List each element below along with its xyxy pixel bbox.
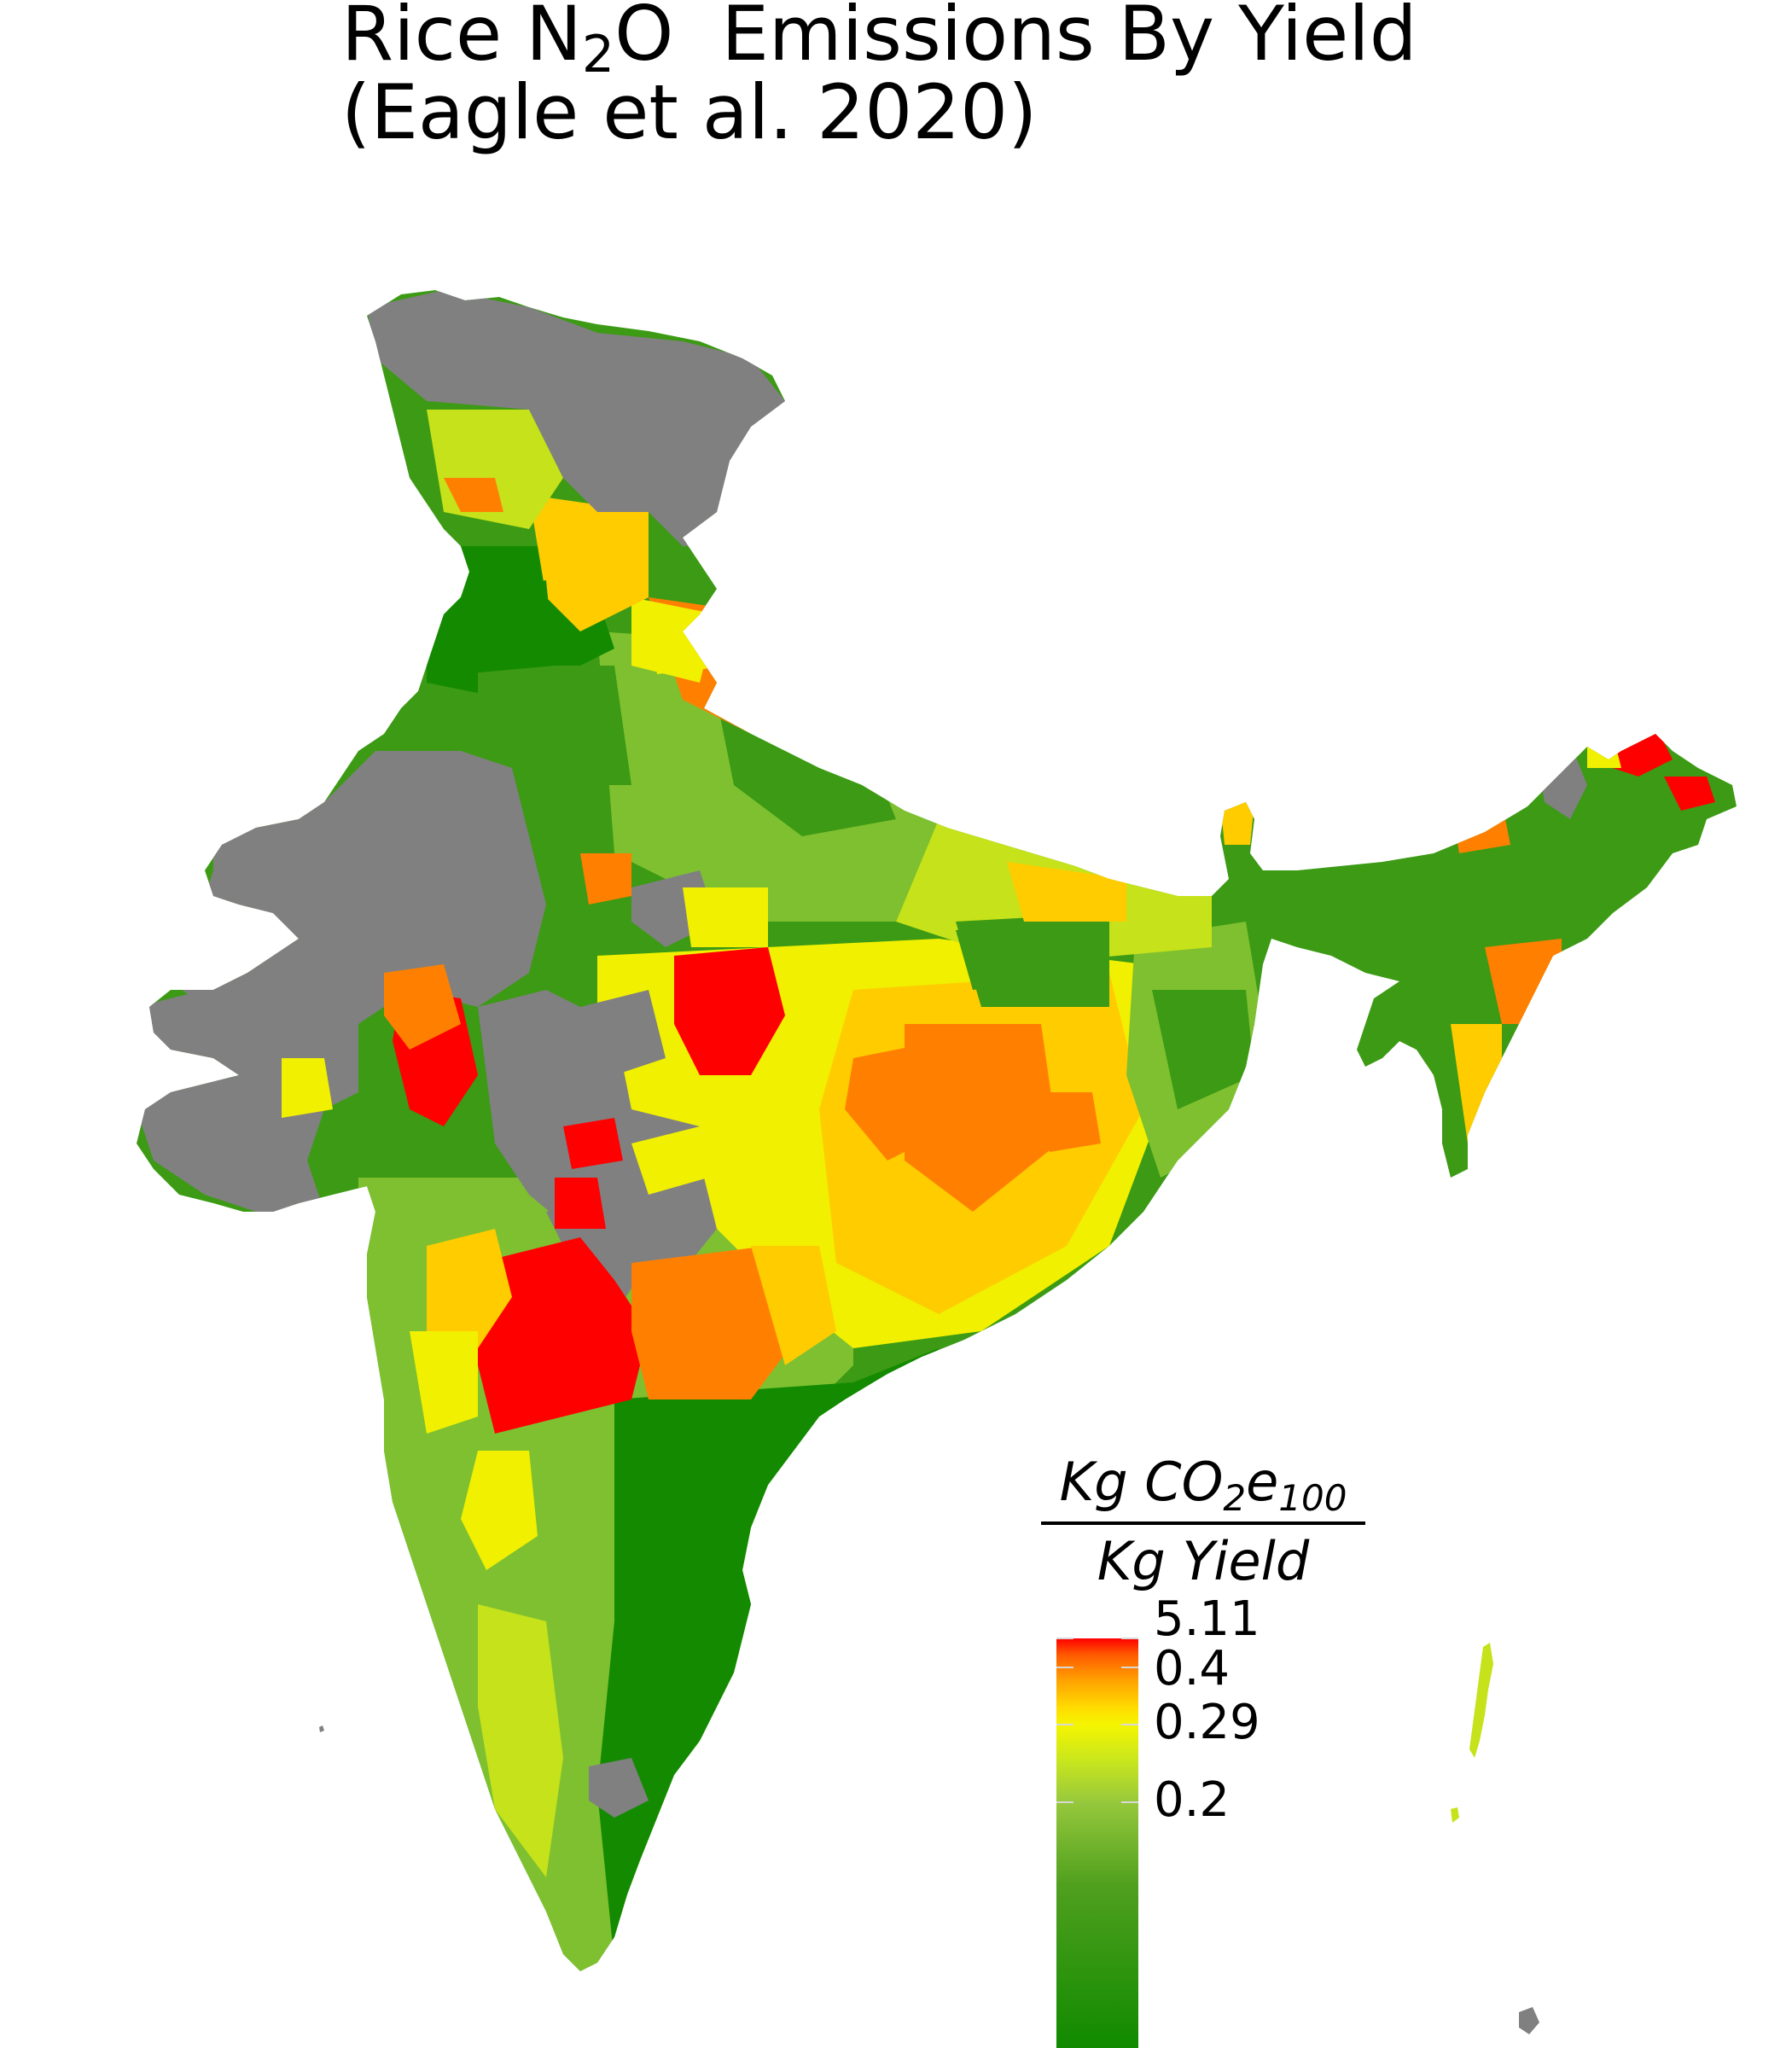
legend-title: Kg CO2e100 Kg Yield [1041,1451,1365,1592]
region-tn-orange [674,1826,717,1886]
region-assam-yellow [1587,734,1621,768]
region-tn-nodata [589,1758,649,1818]
legend-tick-label: 0.2 [1154,1772,1231,1828]
chart-title: Rice N2O Emissions By Yield (Eagle et al… [341,0,1417,152]
region-maharashtra-orange [427,1229,512,1348]
title-prefix: Rice N [341,0,582,78]
legend-tick-label: 0.29 [1154,1694,1260,1750]
andaman-islands [1469,1643,1493,1758]
nicobar-island-south [1519,2007,1539,2034]
legend-numerator-prefix: Kg CO [1059,1451,1224,1513]
region-jharkhand-dark [956,922,1058,990]
region-westbengal-dark [1152,990,1254,1109]
legend-tick-label: 0.4 [1154,1640,1231,1696]
region-kerala-green [478,1604,563,1877]
region-punjab-dark-2 [444,580,555,674]
region-mp-red-2 [563,1118,623,1169]
legend-denominator: Kg Yield [1097,1530,1310,1592]
island-territories [319,1643,1539,2034]
region-meghalaya-dark [1314,905,1417,956]
title-line-1: Rice N2O Emissions By Yield [341,0,1417,80]
region-chhattisgarh-orange [845,1041,956,1161]
region-gujarat-yellow [282,1058,333,1118]
region-mp-nodata-2 [580,990,666,1075]
region-maharashtra-yellow [410,1331,478,1434]
region-ne-red-2 [1664,777,1715,811]
region-ne-green [1382,1007,1425,1075]
legend-numerator-mid: e [1246,1451,1279,1513]
region-bihar-orange [1007,862,1126,922]
lakshadweep-islands [319,1725,324,1732]
legend-sub-1: 2 [1223,1477,1247,1519]
region-sikkim-orange [1220,802,1254,845]
legend-numerator: Kg CO2e100 [1041,1451,1365,1525]
region-telangana-orange-2 [751,1246,836,1365]
region-karnataka-yellow [461,1451,538,1570]
region-jk-nodata [367,290,785,546]
region-assam-orange [1451,802,1510,853]
region-mp-yellow [683,887,768,947]
region-gujarat-orange [384,964,461,1050]
region-mp-orange [580,853,631,905]
region-mp-red [674,947,785,1075]
region-gujarat-nodata [137,981,358,1212]
region-himachal [529,495,649,631]
region-maharashtra-red-2 [555,1178,606,1229]
legend-sub-2: 100 [1278,1477,1347,1519]
region-odisha-orange-2 [1041,1092,1101,1152]
region-mp-yellow-2 [631,1126,708,1195]
nicobar-islands [1451,1807,1459,1823]
title-subscript: 2 [581,25,615,84]
region-haryana [478,666,631,785]
region-deccan-nodata [614,1161,717,1271]
legend-tick-label: 5.11 [1154,1591,1260,1647]
title-line-2: (Eagle et al. 2020) [341,68,1038,156]
region-up-yellow [649,606,734,674]
legend-color-bar [1056,1638,1138,2048]
region-telangana-orange [631,1246,802,1399]
region-jk-red [444,478,503,512]
title-suffix: O Emissions By Yield [614,0,1417,78]
